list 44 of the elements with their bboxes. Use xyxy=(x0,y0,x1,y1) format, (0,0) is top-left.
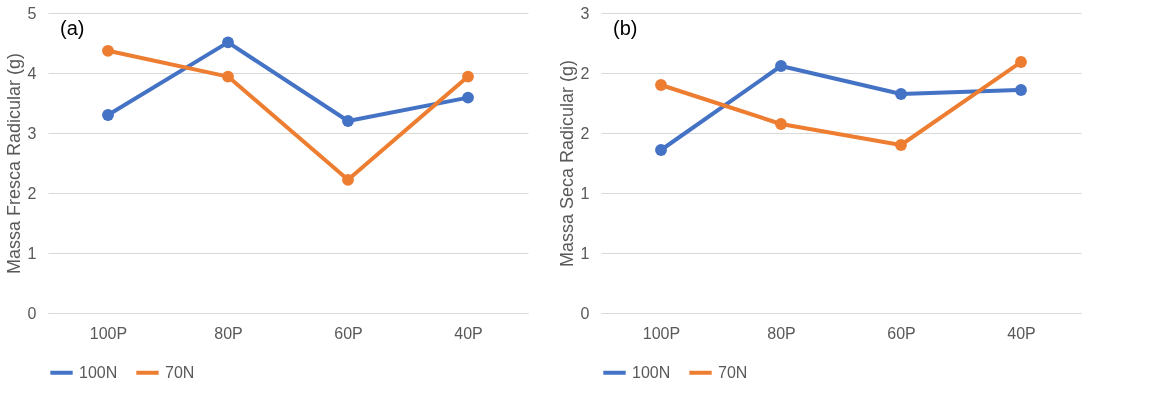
y-tick-label: 2 xyxy=(580,124,590,142)
y-axis-title: Massa Fresca Radicular (g) xyxy=(3,52,24,275)
point xyxy=(462,70,474,83)
y-tick-label: 0 xyxy=(27,304,37,322)
y-tick-label: 1 xyxy=(580,184,590,202)
point xyxy=(895,139,907,151)
y-tick-label: 2 xyxy=(27,184,37,202)
x-tick-label: 40P xyxy=(454,324,483,342)
point xyxy=(222,70,234,83)
y-tick-label: 1 xyxy=(580,244,590,262)
point xyxy=(655,79,667,91)
point xyxy=(1015,84,1027,96)
point xyxy=(222,36,234,49)
annotation: (b) xyxy=(613,17,638,39)
legend-label: 100N xyxy=(632,363,671,381)
legend-label: 70N xyxy=(165,363,195,381)
x-tick-label: 100P xyxy=(642,324,681,342)
point xyxy=(342,173,354,186)
x-tick-label: 80P xyxy=(214,324,243,342)
y-tick-label: 2 xyxy=(580,64,590,82)
x-tick-label: 60P xyxy=(887,324,916,342)
point xyxy=(895,88,907,100)
point xyxy=(102,109,114,121)
point xyxy=(775,60,787,72)
point xyxy=(655,144,667,156)
annotation: (a) xyxy=(60,17,85,39)
x-tick-label: 40P xyxy=(1007,324,1036,342)
point xyxy=(775,118,787,130)
x-tick-label: 60P xyxy=(334,324,363,342)
point xyxy=(342,115,354,127)
x-tick-label: 100P xyxy=(89,324,128,342)
x-tick-label: 80P xyxy=(767,324,796,342)
point xyxy=(102,44,114,57)
point xyxy=(462,91,474,104)
y-tick-label: 4 xyxy=(27,64,37,82)
y-tick-label: 0 xyxy=(580,304,590,322)
y-tick-label: 1 xyxy=(27,244,37,262)
point xyxy=(1015,56,1027,68)
legend-label: 70N xyxy=(718,363,748,381)
y-tick-label: 3 xyxy=(580,4,590,22)
legend-label: 100N xyxy=(79,363,118,381)
y-tick-label: 3 xyxy=(27,124,37,142)
y-axis-title: Massa Seca Radicular (g) xyxy=(556,59,577,268)
y-tick-label: 5 xyxy=(27,4,37,22)
